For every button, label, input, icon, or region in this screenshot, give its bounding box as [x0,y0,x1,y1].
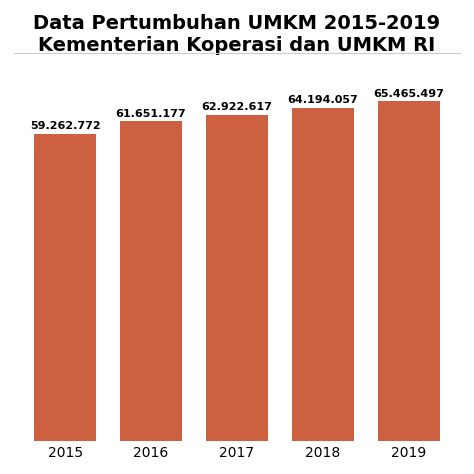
Bar [34,134,96,441]
Text: 62.922.617: 62.922.617 [201,102,273,112]
Text: 65.465.497: 65.465.497 [374,89,444,99]
Text: 59.262.772: 59.262.772 [30,121,100,131]
Bar [292,108,354,441]
Bar [120,121,182,441]
Title: Data Pertumbuhan UMKM 2015-2019
Kementerian Koperasi dan UMKM RI: Data Pertumbuhan UMKM 2015-2019 Kementer… [34,14,440,55]
Bar [206,115,268,441]
Text: 64.194.057: 64.194.057 [288,95,358,106]
Text: 61.651.177: 61.651.177 [116,109,186,118]
Bar [378,101,440,441]
